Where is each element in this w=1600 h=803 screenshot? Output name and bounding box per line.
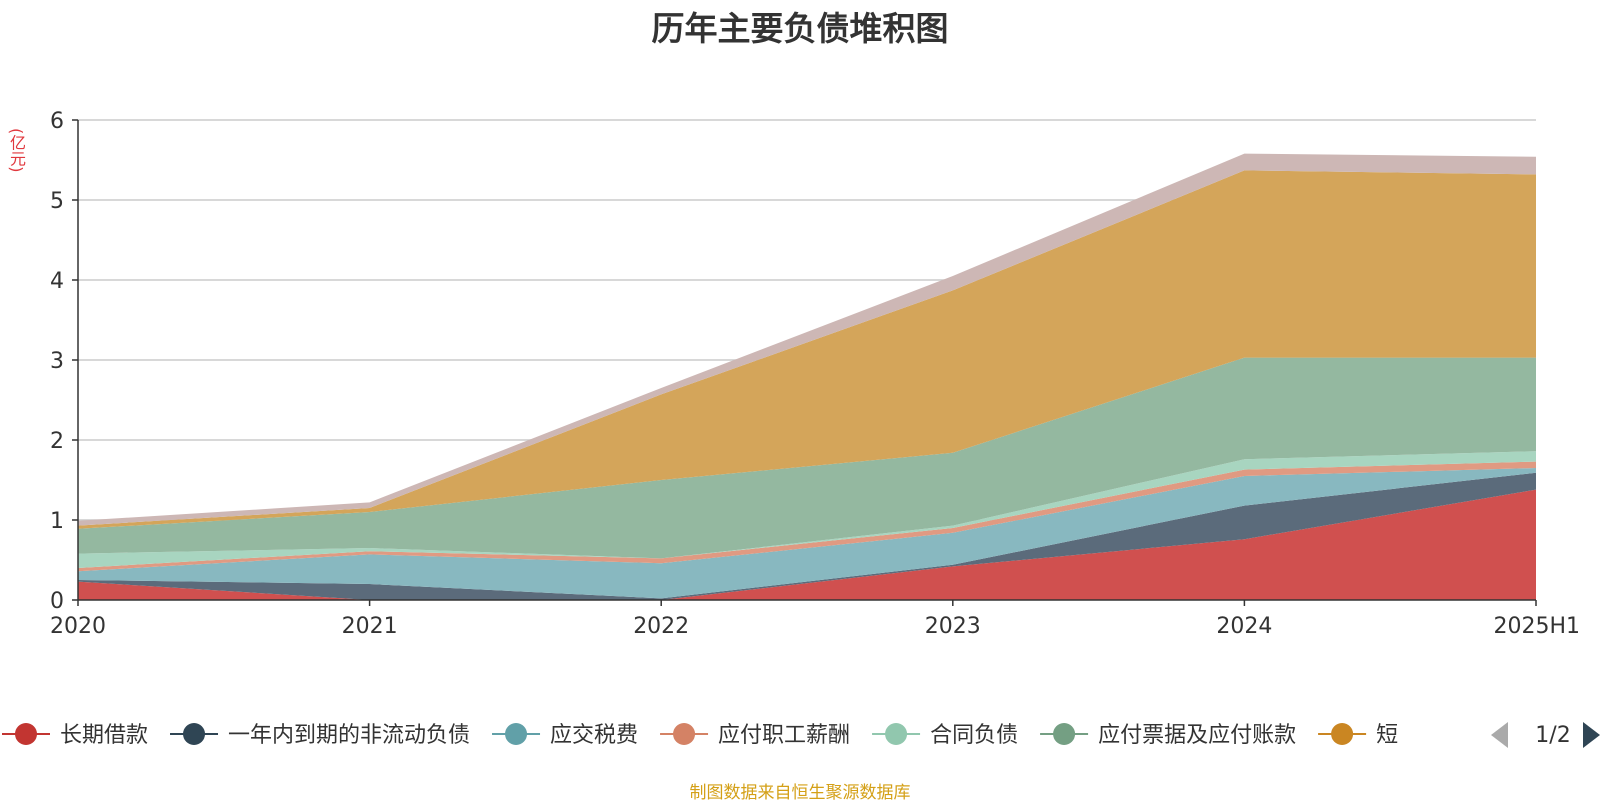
legend-page-indicator: 1/2 bbox=[1535, 723, 1570, 748]
legend-item[interactable]: 应交税费 bbox=[492, 723, 638, 748]
y-tick-label: 3 bbox=[50, 349, 64, 374]
y-axis-unit-label: (亿元) bbox=[7, 127, 26, 173]
legend-marker bbox=[673, 723, 696, 745]
x-tick-label: 2023 bbox=[925, 614, 981, 639]
area-series-7 bbox=[78, 153, 1536, 526]
data-source-note: 制图数据来自恒生聚源数据库 bbox=[689, 783, 911, 803]
y-tick-label: 4 bbox=[50, 269, 64, 294]
area-series-4 bbox=[78, 451, 1536, 568]
legend-marker bbox=[183, 723, 206, 745]
legend-item[interactable]: 应付票据及应付账款 bbox=[1040, 723, 1296, 748]
x-tick-label: 2025H1 bbox=[1493, 614, 1580, 639]
legend-label: 应付职工薪酬 bbox=[718, 723, 850, 748]
legend[interactable]: 长期借款 一年内到期的非流动负债 应交税费 应付职工薪酬 合同负债 应付票据及应付账款 短 1… bbox=[2, 722, 1600, 748]
legend-marker bbox=[1331, 723, 1354, 745]
legend-label: 应付票据及应付账款 bbox=[1098, 723, 1296, 748]
legend-item[interactable]: 短 bbox=[1318, 723, 1398, 748]
y-tick-label: 1 bbox=[50, 509, 64, 534]
x-tick-label: 2021 bbox=[342, 614, 398, 639]
legend-marker bbox=[505, 723, 528, 745]
legend-prev-page-icon[interactable] bbox=[1491, 722, 1508, 748]
legend-item[interactable]: 长期借款 bbox=[2, 723, 148, 748]
area-series-3 bbox=[78, 461, 1536, 572]
y-tick-label: 0 bbox=[50, 589, 64, 614]
x-tick-label: 2022 bbox=[633, 614, 689, 639]
y-tick-label: 6 bbox=[50, 109, 64, 134]
chart-title: 历年主要负债堆积图 bbox=[651, 9, 949, 48]
area-series-5 bbox=[78, 357, 1536, 559]
legend-item[interactable]: 应付职工薪酬 bbox=[660, 723, 850, 748]
area-series bbox=[78, 153, 1536, 600]
y-tick-label: 5 bbox=[50, 189, 64, 214]
legend-item[interactable]: 一年内到期的非流动负债 bbox=[170, 723, 470, 748]
axes: 0 1 2 3 4 5 6 2020 2021 2022 2023 2024 2025H1 bbox=[50, 109, 1580, 639]
area-series-1 bbox=[78, 472, 1536, 600]
legend-next-page-icon[interactable] bbox=[1583, 722, 1600, 748]
legend-label: 长期借款 bbox=[60, 723, 148, 748]
x-tick-label: 2020 bbox=[50, 614, 106, 639]
area-series-0 bbox=[78, 489, 1536, 600]
y-tick-label: 2 bbox=[50, 429, 64, 454]
area-series-6 bbox=[78, 170, 1536, 529]
legend-item[interactable]: 合同负债 bbox=[872, 723, 1018, 748]
legend-marker bbox=[15, 723, 37, 745]
legend-label: 应交税费 bbox=[550, 723, 638, 748]
x-tick-label: 2024 bbox=[1216, 614, 1272, 639]
legend-label: 一年内到期的非流动负债 bbox=[228, 723, 470, 748]
legend-marker bbox=[885, 723, 908, 745]
legend-label: 合同负债 bbox=[930, 723, 1018, 748]
area-series-2 bbox=[78, 468, 1536, 599]
legend-label: 短 bbox=[1376, 723, 1398, 748]
legend-marker bbox=[1053, 723, 1076, 745]
